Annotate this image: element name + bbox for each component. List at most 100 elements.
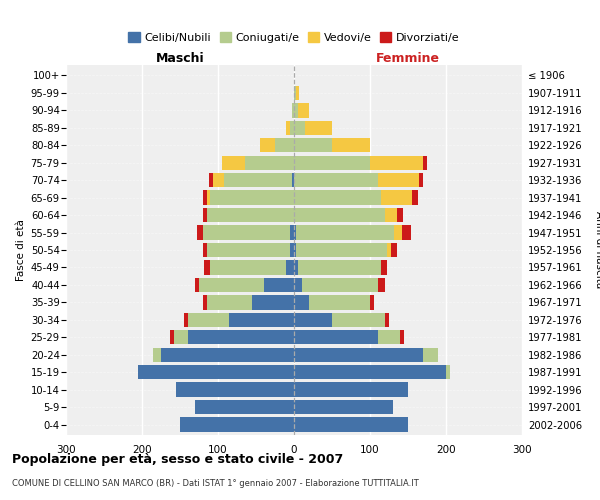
Bar: [419, 173, 423, 188]
Bar: [298, 103, 309, 118]
Text: Popolazione per età, sesso e stato civile - 2007: Popolazione per età, sesso e stato civil…: [12, 452, 343, 466]
Bar: [385, 312, 389, 327]
Text: Femmine: Femmine: [376, 52, 440, 65]
Bar: [294, 365, 446, 380]
Bar: [296, 86, 299, 100]
Bar: [387, 243, 391, 257]
Bar: [263, 278, 294, 292]
Bar: [332, 138, 370, 152]
Bar: [294, 418, 408, 432]
Bar: [203, 190, 206, 205]
Bar: [206, 295, 252, 310]
Bar: [206, 208, 294, 222]
Bar: [195, 400, 294, 414]
Bar: [203, 243, 206, 257]
Bar: [294, 226, 296, 239]
Bar: [188, 312, 229, 327]
Bar: [188, 330, 294, 344]
Bar: [294, 312, 332, 327]
Bar: [377, 278, 385, 292]
Bar: [290, 243, 294, 257]
Bar: [423, 156, 427, 170]
Bar: [195, 278, 199, 292]
Bar: [294, 156, 370, 170]
Bar: [224, 173, 292, 188]
Bar: [400, 330, 404, 344]
Bar: [275, 138, 294, 152]
Bar: [203, 226, 290, 239]
Bar: [294, 295, 309, 310]
Bar: [294, 260, 298, 274]
Bar: [290, 226, 294, 239]
Bar: [170, 330, 174, 344]
Bar: [176, 382, 294, 397]
Bar: [211, 260, 286, 274]
Bar: [309, 295, 370, 310]
Bar: [260, 138, 275, 152]
Y-axis label: Fasce di età: Fasce di età: [16, 219, 26, 281]
Bar: [294, 382, 408, 397]
Bar: [294, 138, 332, 152]
Y-axis label: Anni di nascita: Anni di nascita: [594, 212, 600, 288]
Bar: [211, 190, 294, 205]
Bar: [154, 348, 161, 362]
Bar: [296, 226, 394, 239]
Bar: [290, 120, 294, 135]
Legend: Celibi/Nubili, Coniugati/e, Vedovi/e, Divorziati/e: Celibi/Nubili, Coniugati/e, Vedovi/e, Di…: [124, 28, 464, 48]
Bar: [370, 295, 374, 310]
Bar: [391, 243, 397, 257]
Text: Maschi: Maschi: [155, 52, 205, 65]
Bar: [209, 173, 212, 188]
Bar: [382, 260, 388, 274]
Bar: [205, 260, 211, 274]
Bar: [203, 295, 206, 310]
Bar: [294, 348, 423, 362]
Bar: [377, 330, 400, 344]
Bar: [446, 365, 450, 380]
Bar: [298, 260, 382, 274]
Bar: [174, 330, 188, 344]
Bar: [294, 86, 296, 100]
Text: COMUNE DI CELLINO SAN MARCO (BR) - Dati ISTAT 1° gennaio 2007 - Elaborazione TUT: COMUNE DI CELLINO SAN MARCO (BR) - Dati …: [12, 479, 419, 488]
Bar: [161, 348, 294, 362]
Bar: [292, 173, 294, 188]
Bar: [332, 312, 385, 327]
Bar: [294, 400, 393, 414]
Bar: [206, 190, 211, 205]
Bar: [394, 226, 402, 239]
Bar: [382, 190, 412, 205]
Bar: [294, 278, 302, 292]
Bar: [138, 365, 294, 380]
Bar: [294, 330, 377, 344]
Bar: [294, 120, 305, 135]
Bar: [180, 418, 294, 432]
Bar: [203, 208, 206, 222]
Bar: [252, 295, 294, 310]
Bar: [197, 226, 203, 239]
Bar: [199, 278, 263, 292]
Bar: [302, 278, 377, 292]
Bar: [294, 190, 382, 205]
Bar: [212, 173, 224, 188]
Bar: [294, 208, 385, 222]
Bar: [286, 260, 294, 274]
Bar: [296, 243, 387, 257]
Bar: [294, 103, 298, 118]
Bar: [377, 173, 419, 188]
Bar: [412, 190, 418, 205]
Bar: [397, 208, 403, 222]
Bar: [402, 226, 411, 239]
Bar: [294, 173, 377, 188]
Bar: [292, 103, 294, 118]
Bar: [222, 156, 245, 170]
Bar: [305, 120, 332, 135]
Bar: [370, 156, 423, 170]
Bar: [184, 312, 188, 327]
Bar: [229, 312, 294, 327]
Bar: [423, 348, 439, 362]
Bar: [206, 243, 290, 257]
Bar: [294, 243, 296, 257]
Bar: [245, 156, 294, 170]
Bar: [385, 208, 397, 222]
Bar: [286, 120, 290, 135]
